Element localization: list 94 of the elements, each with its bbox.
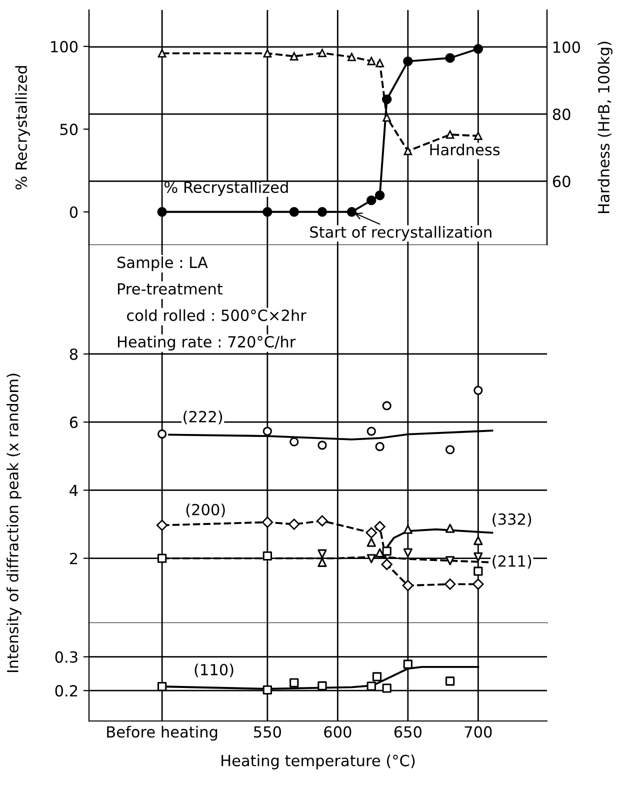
point: [348, 52, 356, 62]
point: [263, 49, 272, 58]
point: [346, 207, 357, 217]
point: [474, 536, 483, 546]
y-tick-label: 50: [60, 124, 78, 136]
point: [366, 538, 376, 547]
point: [290, 52, 298, 60]
point: [366, 426, 376, 436]
y-tick-label: 0.3: [55, 651, 78, 663]
annotation: (222): [184, 410, 222, 424]
point: [262, 685, 272, 694]
point: [445, 556, 455, 566]
point: [474, 552, 483, 562]
point: [374, 190, 385, 200]
x-tick-label: 650: [394, 726, 422, 738]
annotation: Sample : LA: [117, 256, 208, 272]
point: [366, 682, 376, 691]
point: [403, 56, 413, 66]
y2-axis-title: Hardness (HrB, 100kg): [598, 42, 612, 214]
y-tick-label: 100: [51, 40, 78, 52]
y-tick-label: 0: [70, 206, 78, 218]
annotation: (332): [492, 513, 532, 527]
annotation: % Recrystallized: [164, 181, 288, 196]
point: [318, 48, 326, 58]
point: [316, 515, 328, 526]
point: [382, 684, 392, 693]
x-tick-label: Before heating: [107, 726, 218, 741]
y2-tick-label: 80: [552, 108, 570, 120]
point: [403, 660, 412, 669]
point: [404, 146, 412, 156]
point: [446, 130, 454, 139]
point: [474, 566, 483, 576]
point: [157, 207, 167, 217]
point: [290, 678, 299, 688]
point: [474, 386, 483, 395]
point: [318, 549, 327, 558]
point: [372, 672, 382, 682]
point: [375, 442, 384, 452]
point: [382, 401, 392, 410]
point: [318, 440, 327, 450]
point: [366, 554, 376, 564]
point: [445, 676, 455, 686]
y-tick-label: 4: [70, 484, 78, 496]
x-tick-label: 600: [324, 726, 352, 738]
point: [445, 53, 455, 63]
y-axis-title: Intensity of diffraction peak (x random): [6, 374, 22, 672]
point: [262, 551, 272, 560]
y-axis-title: % Recrystallized: [15, 66, 30, 190]
point: [366, 527, 377, 538]
y-tick-label: 2: [70, 552, 78, 564]
point: [403, 524, 412, 534]
point: [317, 207, 328, 217]
annotation: Pre-treatment: [118, 283, 223, 295]
annotation: (211): [492, 555, 532, 569]
y-tick-label: 0.2: [55, 685, 78, 697]
point: [366, 195, 376, 206]
point: [318, 681, 327, 690]
point: [262, 207, 272, 217]
point: [403, 548, 412, 558]
point: [381, 558, 392, 570]
point: [262, 426, 272, 436]
x-tick-label: 550: [254, 726, 281, 738]
point: [445, 445, 455, 454]
y2-tick-label: 60: [552, 176, 570, 188]
point: [262, 516, 274, 528]
point: [402, 580, 414, 592]
annotation: Heating rate : 720°C/hr: [118, 336, 296, 351]
annotation: Start of recrystallization: [310, 226, 492, 241]
point: [444, 578, 456, 590]
annotation: (200): [186, 504, 225, 518]
point: [376, 58, 384, 68]
y2-tick-label: 100: [554, 41, 580, 53]
point: [288, 518, 300, 530]
point: [156, 520, 168, 531]
point: [472, 578, 484, 590]
point: [157, 554, 167, 563]
point: [474, 132, 482, 140]
point: [382, 113, 392, 122]
annotation: cold rolled : 500°C×2hr: [127, 309, 306, 322]
point: [367, 56, 376, 66]
annotation: (110): [194, 664, 234, 678]
x-tick-label: 700: [464, 726, 492, 738]
point: [374, 521, 386, 532]
x-axis-title: Heating temperature (°C): [222, 754, 415, 770]
point: [289, 207, 299, 217]
annotation: Hardness: [430, 144, 500, 156]
y-tick-label: 6: [70, 416, 78, 428]
point: [157, 682, 167, 692]
point: [382, 546, 392, 556]
point: [445, 524, 455, 533]
point: [290, 437, 299, 446]
point: [158, 49, 166, 58]
point: [157, 429, 167, 439]
y-tick-label: 8: [70, 348, 78, 360]
